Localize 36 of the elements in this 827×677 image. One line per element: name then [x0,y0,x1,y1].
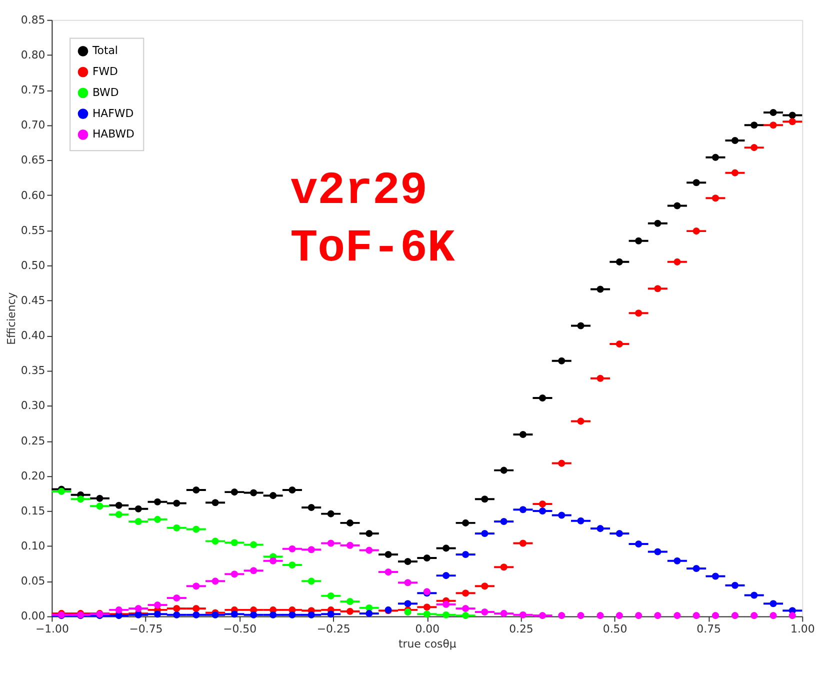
legend-label: Total [91,44,118,58]
y-tick-label: 0.55 [20,224,46,237]
x-tick-label: −0.50 [223,622,257,636]
x-tick-label: −0.25 [316,622,350,636]
x-tick-label: 0.75 [696,622,722,636]
y-tick-label: 0.65 [20,154,46,167]
legend-label: HABWD [92,128,134,141]
y-tick-label: 0.10 [20,540,46,553]
y-tick-label: 0.25 [20,434,46,448]
x-tick-label: 0.25 [509,622,534,636]
x-tick-label: 0.00 [415,622,440,636]
y-tick-label: 0.45 [20,294,46,307]
y-tick-label: 0.85 [20,13,46,26]
x-tick-label: 0.50 [602,622,628,636]
y-tick-label: 0.60 [20,188,46,202]
annotation: ToF-6K [290,222,456,274]
x-axis-title: true cosθμ [398,638,456,651]
y-tick-label: 0.05 [20,574,46,588]
y-tick-label: 0.30 [20,399,46,412]
y-tick-label: 0.15 [20,504,46,518]
legend-label: HAFWD [92,106,134,120]
annotation: v2r29 [290,164,428,217]
x-tick-label: −1.00 [35,622,69,636]
x-tick-label: −0.75 [129,622,163,636]
y-axis-title: Efficiency [4,292,18,345]
y-tick-label: 0.35 [20,364,46,378]
y-tick-label: 0.00 [20,610,46,623]
legend-label: BWD [92,86,119,99]
y-tick-label: 0.70 [20,118,46,132]
y-tick-label: 0.80 [20,48,46,62]
y-tick-label: 0.75 [20,84,46,97]
legend-label: FWD [92,65,118,78]
y-tick-label: 0.20 [20,469,46,482]
y-tick-label: 0.40 [20,329,46,342]
x-tick-label: 1.00 [790,622,815,636]
y-tick-label: 0.50 [20,258,46,272]
